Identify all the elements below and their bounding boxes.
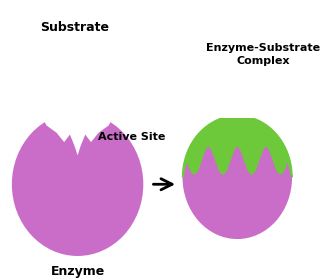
Text: Enzyme-Substrate
Complex: Enzyme-Substrate Complex <box>206 43 320 66</box>
Polygon shape <box>183 116 292 177</box>
Text: Enzyme: Enzyme <box>50 265 105 278</box>
Ellipse shape <box>183 116 292 239</box>
Text: Substrate: Substrate <box>40 21 109 34</box>
Bar <box>178 0 306 118</box>
Ellipse shape <box>12 113 143 256</box>
Bar <box>7 0 157 118</box>
Text: Active Site: Active Site <box>98 132 165 143</box>
Polygon shape <box>27 46 122 83</box>
Polygon shape <box>35 98 121 155</box>
